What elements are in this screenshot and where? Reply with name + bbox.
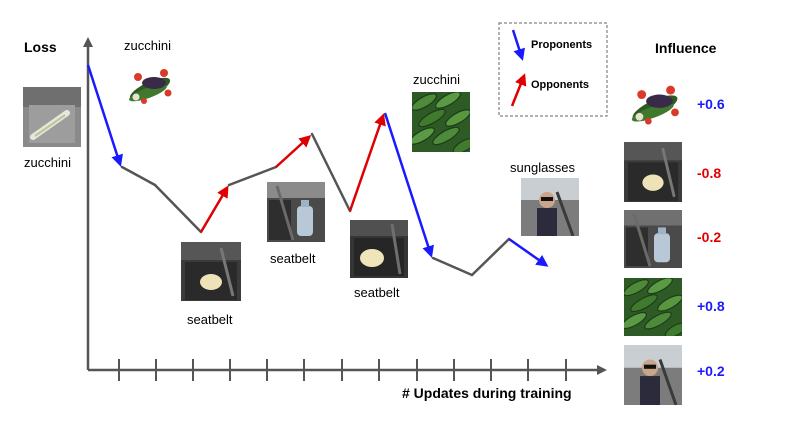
x-axis-label: # Updates during training xyxy=(402,385,572,401)
influence-image-zucchini-bundle xyxy=(626,79,684,129)
test-image-caption: zucchini xyxy=(24,155,71,170)
proponent-arrow xyxy=(508,237,549,267)
curve-segment xyxy=(470,237,511,277)
seatbelt-1-caption: seatbelt xyxy=(187,312,233,327)
influence-column: Influence +0.6 -0.8 -0.2 +0.8 +0.2 xyxy=(655,40,725,379)
sunglasses-image xyxy=(521,178,579,236)
influence-value: -0.8 xyxy=(697,165,721,181)
seatbelt-3-caption: seatbelt xyxy=(354,285,400,300)
y-axis-label: Loss xyxy=(24,39,57,55)
zucchini-bundle-image xyxy=(124,63,176,108)
legend-proponent-arrow xyxy=(511,29,525,61)
curve-segment xyxy=(431,256,474,277)
zucchini-top-caption: zucchini xyxy=(124,38,171,53)
influence-image-seatbelt-seat xyxy=(624,142,682,202)
opponent-arrows xyxy=(199,113,386,233)
seatbelt-image-3 xyxy=(350,220,408,278)
zucchini-pile-image xyxy=(412,92,470,152)
opponent-arrow xyxy=(348,113,386,212)
influence-value: +0.2 xyxy=(697,363,725,379)
legend-proponents-label: Proponents xyxy=(531,39,592,51)
proponent-arrows xyxy=(86,64,549,267)
seatbelt-2-caption: seatbelt xyxy=(270,251,316,266)
influence-value: -0.2 xyxy=(697,229,721,245)
x-axis-ticks xyxy=(118,359,567,381)
curve-segment xyxy=(310,132,352,213)
proponent-arrow xyxy=(383,112,434,258)
influence-image-sunglasses xyxy=(624,345,682,405)
proponent-arrow xyxy=(86,64,123,167)
influence-image-zucchini-pile xyxy=(624,278,682,336)
influence-title: Influence xyxy=(655,40,717,56)
zucchini-right-caption: zucchini xyxy=(413,72,460,87)
curve-segment xyxy=(120,165,157,187)
curve-segment xyxy=(227,165,278,187)
legend-opponent-arrow xyxy=(510,73,527,107)
loss-curve xyxy=(120,132,511,277)
influence-value: +0.8 xyxy=(697,298,725,314)
curve-segment xyxy=(153,183,203,234)
seatbelt-image-1 xyxy=(181,242,241,301)
axes: Loss # Updates during training xyxy=(24,37,607,401)
influence-value: +0.6 xyxy=(697,96,725,112)
legend-opponents-label: Opponents xyxy=(531,79,589,91)
seatbelt-image-2 xyxy=(267,182,325,242)
influence-image-seatbelt-bottle xyxy=(624,210,682,268)
test-image-zucchini-car xyxy=(23,87,81,147)
opponent-arrow xyxy=(199,185,229,233)
legend: Proponents Opponents xyxy=(498,22,608,117)
opponent-arrow xyxy=(275,134,312,168)
sunglasses-caption: sunglasses xyxy=(510,160,576,175)
